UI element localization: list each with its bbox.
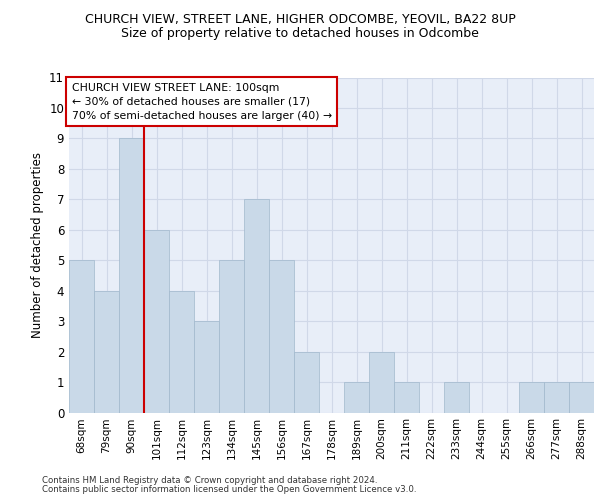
Bar [569,382,594,412]
Bar [344,382,369,412]
Bar [369,352,394,412]
Bar [119,138,144,412]
Bar [269,260,294,412]
Text: Size of property relative to detached houses in Odcombe: Size of property relative to detached ho… [121,28,479,40]
Bar [169,290,194,412]
Text: Contains public sector information licensed under the Open Government Licence v3: Contains public sector information licen… [42,484,416,494]
Text: CHURCH VIEW, STREET LANE, HIGHER ODCOMBE, YEOVIL, BA22 8UP: CHURCH VIEW, STREET LANE, HIGHER ODCOMBE… [85,12,515,26]
Bar [69,260,94,412]
Text: Contains HM Land Registry data © Crown copyright and database right 2024.: Contains HM Land Registry data © Crown c… [42,476,377,485]
Bar [244,200,269,412]
Text: CHURCH VIEW STREET LANE: 100sqm
← 30% of detached houses are smaller (17)
70% of: CHURCH VIEW STREET LANE: 100sqm ← 30% of… [71,82,332,120]
Bar [519,382,544,412]
Bar [194,321,219,412]
Bar [444,382,469,412]
Y-axis label: Number of detached properties: Number of detached properties [31,152,44,338]
Bar [294,352,319,412]
Bar [394,382,419,412]
Bar [544,382,569,412]
Bar [219,260,244,412]
Bar [144,230,169,412]
Bar [94,290,119,412]
